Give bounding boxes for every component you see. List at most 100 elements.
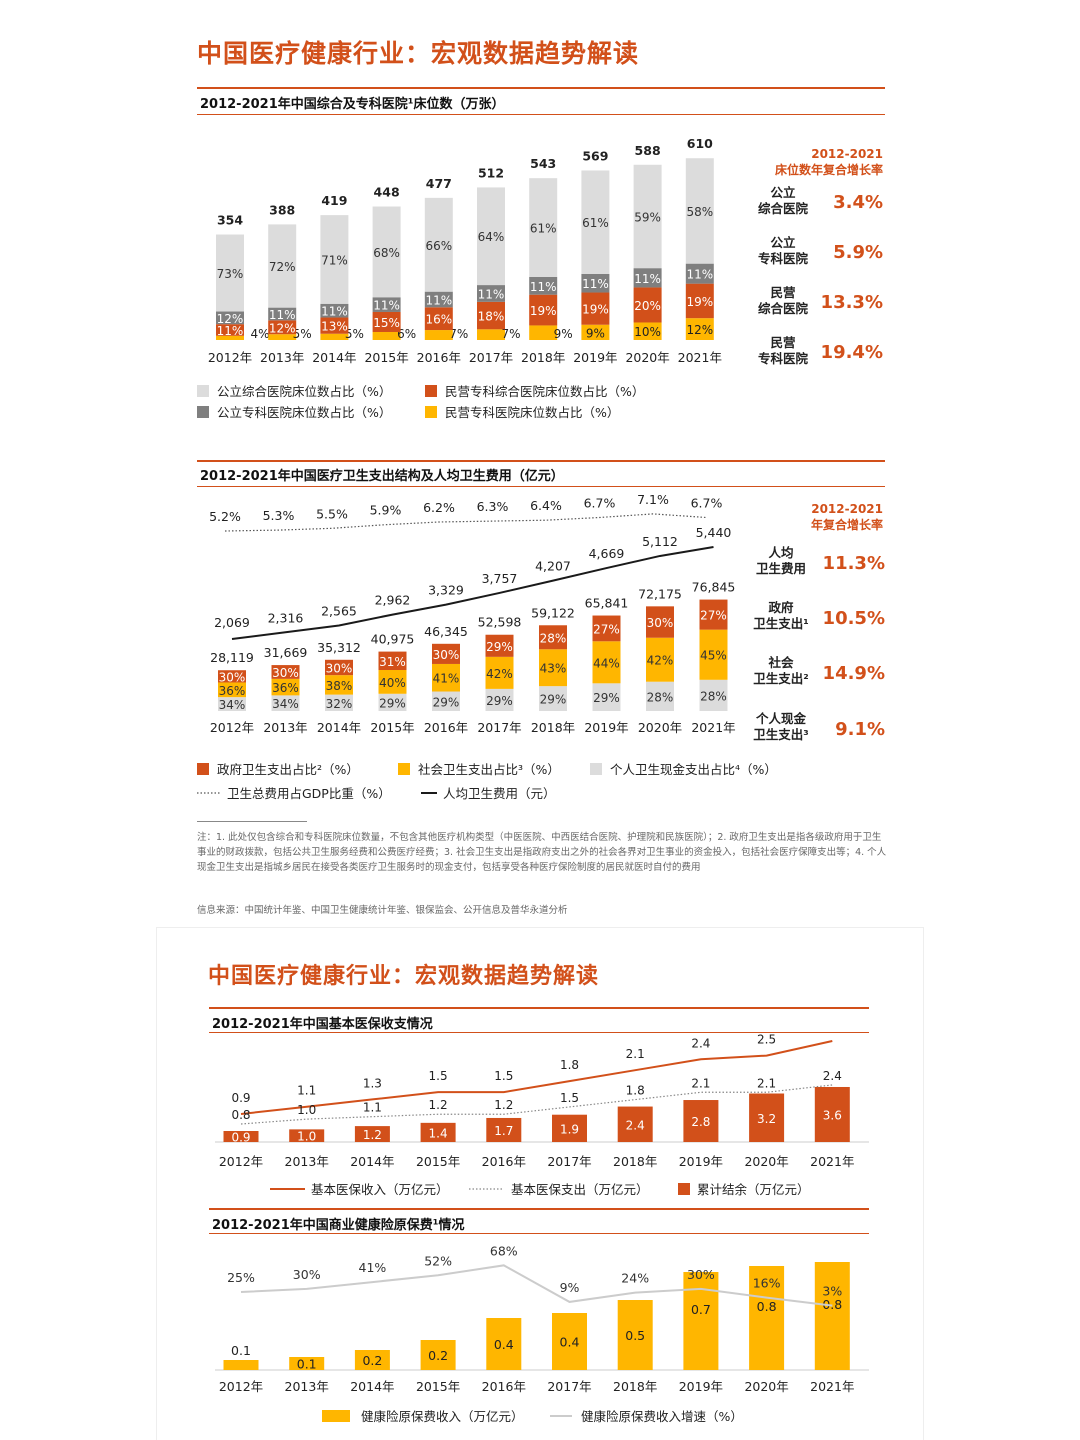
health-exp-top-rule — [197, 460, 885, 462]
commercial-section-title: 2012-2021年中国商业健康险原保费¹情况 — [212, 1218, 465, 1233]
bar-total-label: 40,975 — [371, 632, 415, 647]
x-tick-label: 2017年 — [469, 350, 513, 365]
legend-label: 个人卫生现金支出占比⁴（%） — [610, 762, 777, 777]
cagr-value: 11.3% — [823, 553, 885, 574]
bar-segment — [485, 634, 514, 657]
bar-value-label: 71% — [321, 253, 348, 267]
bar-segment — [485, 688, 514, 711]
bar-value-label: 68% — [373, 246, 400, 260]
bar-segment — [320, 303, 349, 318]
x-tick-label: 2018年 — [531, 720, 575, 735]
bar-value-label: 4% — [250, 327, 269, 341]
balance-label: 1.2 — [363, 1128, 382, 1142]
bar-value-label: 30% — [326, 661, 353, 675]
bar-value-label: 28% — [647, 690, 674, 704]
legend-label: 健康险原保费收入增速（%） — [581, 1409, 743, 1424]
bar-segment — [592, 683, 621, 711]
premium-label: 0.2 — [428, 1348, 448, 1363]
bar-total-label: 477 — [426, 176, 452, 191]
per-capita-label: 4,207 — [535, 559, 571, 574]
bar-segment — [432, 663, 460, 692]
bar-segment — [268, 224, 297, 308]
x-tick-label: 2020年 — [744, 1379, 788, 1394]
premium-bar — [354, 1350, 390, 1370]
x-tick-label: 2015年 — [416, 1154, 460, 1169]
bar-value-label: 30% — [433, 648, 460, 662]
bar-segment — [699, 629, 728, 680]
bar-value-label: 27% — [593, 622, 620, 636]
legend-swatch — [197, 763, 209, 775]
bar-segment — [320, 317, 349, 334]
x-tick-label: 2016年 — [417, 350, 461, 365]
bar-value-label: 11% — [530, 280, 557, 294]
cagr-category-label: 政府卫生支出¹ — [753, 600, 808, 631]
bar-segment — [218, 697, 246, 711]
cagr-category-label: 公立综合医院 — [758, 185, 809, 216]
premium-bar — [814, 1262, 850, 1370]
x-tick-label: 2018年 — [613, 1379, 657, 1394]
expense-label: 2.1 — [757, 1076, 776, 1090]
cagr-category-label: 民营专科医院 — [758, 335, 809, 366]
premium-label: 0.5 — [625, 1328, 645, 1343]
bar-value-label: 30% — [219, 670, 246, 684]
insurance-section-title: 2012-2021年中国基本医保收支情况 — [212, 1017, 433, 1032]
x-tick-label: 2013年 — [263, 720, 307, 735]
bar-value-label: 9% — [554, 327, 573, 341]
bar-segment — [378, 651, 407, 671]
growth-label: 41% — [359, 1260, 387, 1275]
bar-value-label: 42% — [647, 654, 674, 668]
bar-value-label: 9% — [586, 326, 605, 340]
income-label: 0.9 — [231, 1091, 250, 1105]
bar-value-label: 11% — [373, 299, 400, 313]
cagr-value: 10.5% — [823, 608, 885, 629]
balance-label: 1.0 — [297, 1130, 316, 1144]
premium-bar — [749, 1266, 785, 1370]
gdp-ratio-label: 5.2% — [209, 509, 241, 524]
bar-segment — [424, 330, 453, 340]
bar-total-label: 52,598 — [478, 615, 522, 630]
expense-label: 2.1 — [691, 1076, 710, 1090]
bar-total-label: 46,345 — [424, 624, 468, 639]
bar-value-label: 11% — [321, 305, 348, 319]
bar-segment — [372, 311, 401, 332]
bar-segment — [477, 285, 505, 302]
income-label: 2.4 — [691, 1036, 710, 1050]
bar-segment — [529, 294, 558, 326]
bar-value-label: 72% — [269, 260, 296, 274]
insurance-section-rule — [209, 1032, 869, 1033]
legend-swatch — [425, 406, 437, 418]
income-label: 1.5 — [494, 1069, 513, 1083]
x-tick-label: 2012年 — [219, 1154, 263, 1169]
bar-segment — [320, 333, 349, 340]
bar-value-label: 34% — [272, 697, 299, 711]
page-title-2: 中国医疗健康行业：宏观数据趋势解读 — [208, 964, 600, 989]
legend-label: 健康险原保费收入（万亿元） — [361, 1409, 524, 1424]
legend-swatch — [590, 763, 602, 775]
balance-bar — [552, 1114, 587, 1142]
growth-label: 3% — [822, 1284, 842, 1299]
gdp-ratio-label: 5.5% — [316, 506, 348, 521]
x-tick-label: 2021年 — [810, 1379, 854, 1394]
growth-label: 30% — [293, 1267, 321, 1282]
bar-total-label: 569 — [582, 148, 608, 163]
legend-swatch — [425, 385, 437, 397]
title-rule — [197, 87, 885, 89]
x-tick-label: 2013年 — [260, 350, 304, 365]
bar-segment — [216, 234, 244, 312]
bar-segment — [372, 206, 401, 298]
commercial-top-rule — [209, 1208, 869, 1210]
bar-segment — [218, 682, 246, 698]
title-rule-2 — [209, 1007, 869, 1009]
legend-swatch — [678, 1183, 690, 1195]
bar-segment — [271, 695, 300, 711]
growth-label: 68% — [490, 1243, 518, 1258]
per-capita-label: 3,757 — [482, 571, 518, 586]
bar-total-label: 354 — [217, 213, 243, 228]
bar-value-label: 30% — [272, 666, 299, 680]
bar-value-label: 19% — [582, 303, 609, 317]
bar-value-label: 29% — [486, 640, 513, 654]
insurance-chart: 0.9 2012年 1.0 2013年 1.2 2014年 1.4 2015年 1.7 2016年… — [215, 1033, 869, 1197]
bar-segment — [685, 263, 714, 284]
bar-value-label: 58% — [686, 205, 713, 219]
legend-label: 人均卫生费用（元） — [443, 786, 556, 801]
